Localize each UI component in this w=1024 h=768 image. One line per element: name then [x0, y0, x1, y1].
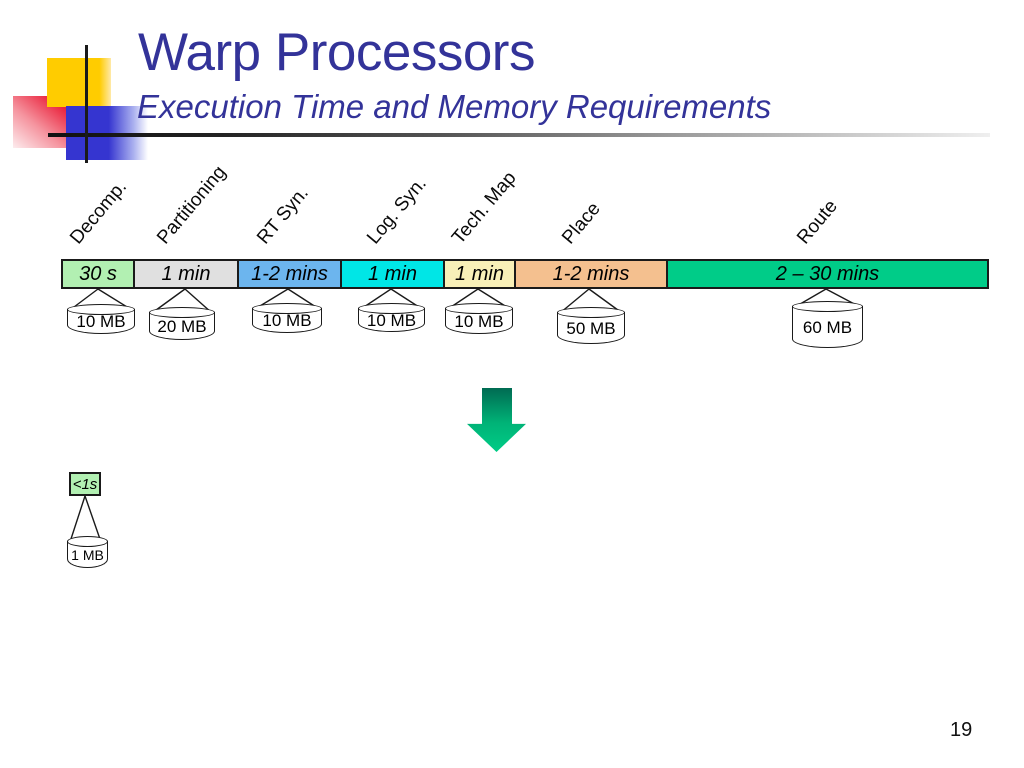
cylinder-top-icon — [445, 303, 513, 314]
memory-value: 10 MB — [262, 311, 312, 330]
memory-cylinder: 10 MB — [358, 303, 425, 332]
stage-label-tech-map: Tech. Map — [448, 167, 521, 249]
memory-cylinder: 10 MB — [252, 303, 322, 333]
down-arrow-icon — [467, 388, 526, 452]
memory-value: 60 MB — [802, 317, 853, 337]
memory-cylinder: 10 MB — [67, 304, 135, 334]
memory-value: 10 MB — [366, 310, 417, 330]
cylinder-body: 50 MB — [557, 312, 625, 344]
logo-yellow-square — [47, 58, 111, 107]
pipeline-timeline-bar: 30 s 1 min 1-2 mins 1 min 1 min 1-2 mins 2 – 3… — [61, 259, 989, 289]
cylinder-body: 60 MB — [792, 306, 863, 348]
stage-time: 1 min — [368, 262, 417, 285]
memory-value: 50 MB — [566, 318, 616, 338]
cylinder-top-icon — [557, 307, 625, 318]
memory-cylinder: 20 MB — [149, 307, 215, 340]
cylinder-top-icon — [67, 536, 108, 547]
page-subtitle: Execution Time and Memory Requirements — [137, 88, 772, 125]
stage-label-partitioning: Partitioning — [153, 162, 231, 249]
stage-time: 30 s — [79, 262, 117, 285]
stage-time: 1-2 mins — [552, 262, 630, 285]
memory-cylinder: 10 MB — [445, 303, 513, 334]
memory-cylinder: 50 MB — [557, 307, 625, 344]
stage-time: 1 min — [161, 262, 211, 285]
page-title: Warp Processors — [138, 23, 535, 82]
stage-time: 2 – 30 mins — [775, 262, 880, 285]
cylinder-top-icon — [792, 301, 863, 312]
stage-segment-rt-syn: 1-2 mins — [237, 261, 340, 287]
memory-value: 1 MB — [71, 547, 104, 563]
page-number: 19 — [950, 719, 973, 741]
stage-label-route: Route — [793, 196, 842, 249]
stage-label-place: Place — [558, 198, 605, 249]
cylinder-top-icon — [252, 303, 322, 314]
memory-value: 20 MB — [157, 316, 207, 336]
logo-cross-line — [85, 45, 88, 163]
stage-label-rt-syn: RT Syn. — [253, 182, 313, 249]
stage-time: 1 min — [455, 262, 504, 285]
cylinder-top-icon — [67, 304, 135, 315]
memory-cylinder: 60 MB — [792, 301, 863, 348]
memory-value: 10 MB — [76, 312, 126, 331]
stage-label-log-syn: Log. Syn. — [363, 173, 431, 249]
cylinder-top-icon — [358, 303, 425, 314]
memory-value: 10 MB — [454, 311, 504, 331]
stage-time: 1-2 mins — [251, 262, 328, 285]
title-divider-line — [48, 133, 990, 137]
cylinder-top-icon — [149, 307, 215, 318]
stage-segment-tech-map: 1 min — [443, 261, 514, 287]
stage-segment-place: 1-2 mins — [514, 261, 666, 287]
memory-cylinder: 1 MB — [67, 536, 108, 568]
stage-segment-decomp: 30 s — [63, 261, 133, 287]
stage-segment-log-syn: 1 min — [340, 261, 443, 287]
stage-segment-partitioning: 1 min — [133, 261, 237, 287]
stage-segment-route: 2 – 30 mins — [666, 261, 987, 287]
stage-label-decomp: Decomp. — [66, 176, 132, 249]
fast-path-time-box: <1s — [69, 472, 101, 496]
